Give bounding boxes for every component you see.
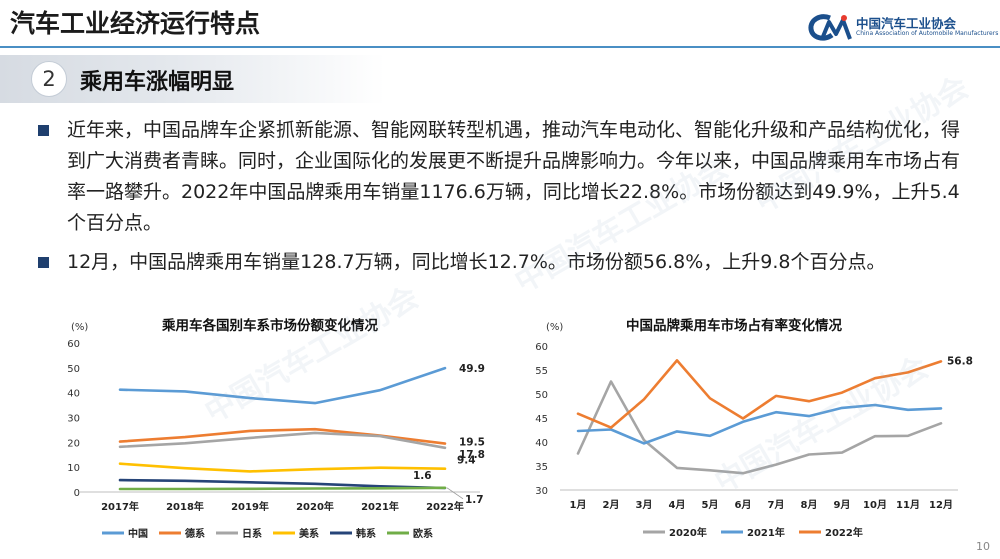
series-line-2021年 [576, 403, 943, 445]
bullet-item: 12月，中国品牌乘用车销量128.7万辆，同比增长12.7%。市场份额56.8%… [25, 247, 975, 278]
chart-title: 中国品牌乘用车市场占有率变化情况 [626, 317, 842, 334]
x-tick-label: 2018年 [166, 500, 204, 513]
caam-logo-icon [808, 14, 852, 41]
share-by-origin-chart: 乘用车各国别车系市场份额变化情况 (%) 0 10 20 30 40 50 60 2017年 201… [67, 317, 485, 540]
y-tick-label: 10 [67, 463, 80, 474]
series-line-2020年 [576, 380, 943, 475]
bullet-list: 近年来，中国品牌车企紧抓新能源、智能网联转型机遇，推动汽车电动化、智能化升级和产… [25, 115, 975, 278]
legend-label: 2021年 [747, 526, 785, 539]
y-tick-label: 40 [67, 389, 80, 400]
y-tick-label: 30 [67, 414, 80, 425]
y-tick-label: 40 [535, 438, 548, 449]
legend-label: 2020年 [669, 526, 707, 539]
x-tick-label: 7月 [768, 499, 785, 511]
chart-title: 乘用车各国别车系市场份额变化情况 [161, 317, 378, 334]
y-tick-label: 60 [67, 339, 80, 350]
x-tick-label: 9月 [834, 499, 851, 511]
logo-name: 中国汽车工业协会 [856, 16, 957, 31]
caam-logo: 中国汽车工业协会 China Association of Automobile… [808, 12, 998, 44]
page-title: 汽车工业经济运行特点 [10, 9, 261, 38]
bullet-square-icon [38, 125, 49, 136]
legend-label: 中国 [128, 527, 148, 540]
series-line-日系 [118, 431, 447, 450]
domestic-brand-share-chart: 中国品牌乘用车市场占有率变化情况 (%) 30 35 40 45 50 55 60 1月 2月 3月 4… [535, 317, 973, 539]
logo-subtitle: China Association of Automobile Manufact… [856, 30, 999, 37]
x-tick-label: 1月 [570, 499, 587, 511]
x-tick-label: 4月 [669, 499, 686, 511]
series-line-美系 [118, 462, 447, 473]
y-tick-label: 60 [535, 342, 548, 353]
x-tick-label: 8月 [801, 499, 818, 511]
y-axis-unit-label: (%) [546, 322, 563, 333]
data-label-leader [446, 487, 464, 500]
legend-label: 德系 [184, 527, 205, 540]
x-tick-label: 10月 [863, 499, 887, 511]
data-label: 19.5 [459, 437, 485, 449]
y-axis-unit-label: (%) [71, 322, 88, 333]
x-tick-label: 2020年 [296, 500, 334, 513]
legend-label: 日系 [242, 527, 262, 540]
x-tick-label: 6月 [735, 499, 752, 511]
x-tick-label: 2019年 [231, 500, 269, 513]
legend-label: 韩系 [356, 527, 376, 540]
x-tick-label: 3月 [636, 499, 653, 511]
y-tick-label: 35 [535, 462, 548, 473]
y-tick-label: 50 [67, 364, 80, 375]
x-tick-label: 2021年 [361, 500, 399, 513]
section-title: 乘用车涨幅明显 [80, 70, 235, 95]
data-label: 56.8 [947, 355, 973, 367]
page-number: 10 [976, 540, 990, 553]
x-tick-label: 2022年 [426, 500, 464, 513]
x-tick-label: 11月 [896, 499, 920, 511]
x-tick-label: 2月 [603, 499, 620, 511]
y-tick-label: 55 [535, 366, 548, 377]
series-line-韩系 [118, 478, 447, 490]
x-tick-label: 5月 [702, 499, 719, 511]
y-tick-label: 30 [535, 486, 548, 497]
y-tick-label: 50 [535, 390, 548, 401]
bullet-text: 12月，中国品牌乘用车销量128.7万辆，同比增长12.7%。市场份额56.8%… [67, 251, 886, 273]
data-label: 1.7 [465, 494, 484, 506]
data-label: 49.9 [459, 363, 485, 375]
bullet-item: 近年来，中国品牌车企紧抓新能源、智能网联转型机遇，推动汽车电动化、智能化升级和产… [25, 115, 975, 239]
data-label: 1.6 [413, 470, 432, 482]
series-line-中国 [118, 366, 447, 405]
legend-label: 欧系 [413, 527, 433, 540]
x-tick-label: 2017年 [101, 500, 139, 513]
x-tick-label: 12月 [929, 499, 953, 511]
header-divider [0, 46, 1000, 48]
y-tick-label: 20 [67, 438, 80, 449]
bullet-square-icon [38, 257, 49, 268]
legend-label: 2022年 [825, 526, 863, 539]
section-number: 2 [31, 61, 67, 97]
series-line-欧系 [118, 486, 447, 491]
legend-label: 美系 [299, 527, 319, 540]
series-line-2022年 [576, 359, 943, 429]
y-tick-label: 0 [74, 488, 80, 499]
bullet-text: 近年来，中国品牌车企紧抓新能源、智能网联转型机遇，推动汽车电动化、智能化升级和产… [67, 119, 961, 234]
data-label: 9.4 [457, 455, 476, 467]
y-tick-label: 45 [535, 414, 548, 425]
data-label: 17.8 [459, 449, 485, 461]
